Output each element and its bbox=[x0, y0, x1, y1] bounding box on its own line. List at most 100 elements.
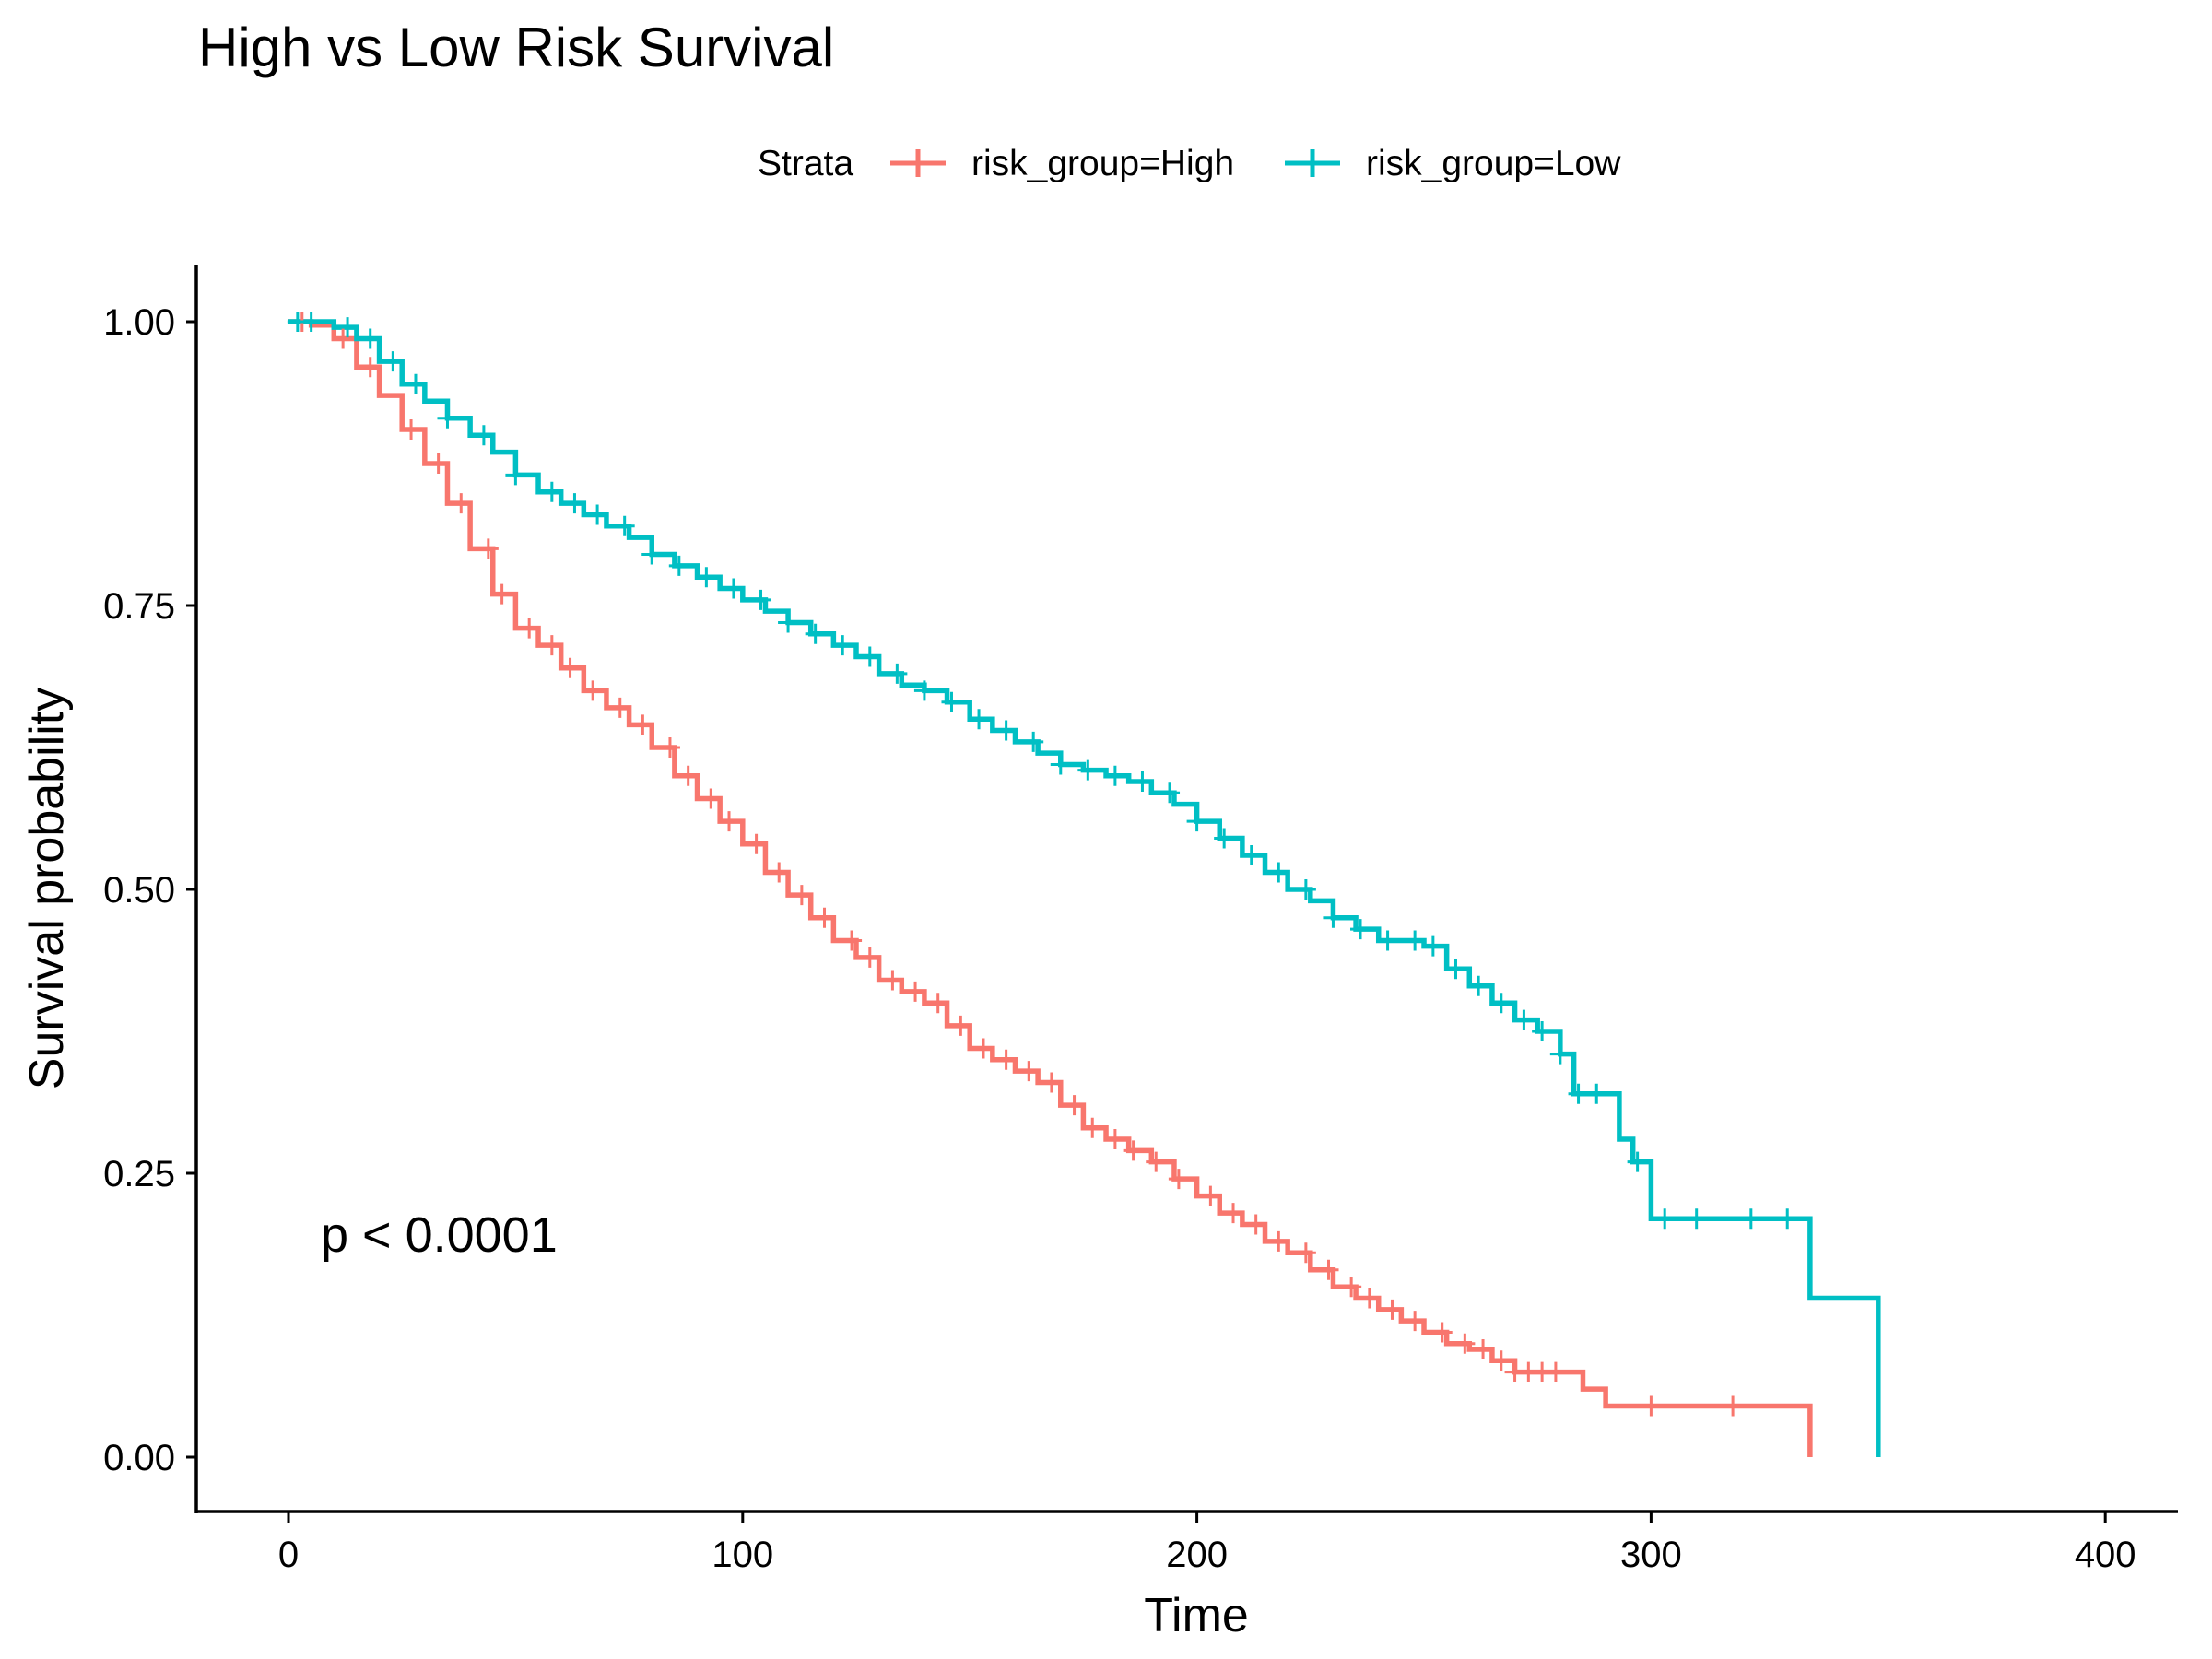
censor-mark-high bbox=[677, 765, 699, 786]
censor-mark-low bbox=[1654, 1208, 1676, 1230]
x-tick-label: 400 bbox=[2075, 1535, 2136, 1575]
censor-mark-low bbox=[1568, 1083, 1589, 1104]
censor-mark-low bbox=[969, 709, 990, 730]
axes: 0.00 0.25 0.50 0.75 1.00 0 100 200 300 400 bbox=[103, 265, 2178, 1575]
censor-mark-low bbox=[1268, 862, 1289, 883]
chart-title: High vs Low Risk Survival bbox=[198, 17, 834, 78]
censor-mark-low bbox=[832, 635, 853, 656]
censor-mark-high bbox=[882, 970, 903, 991]
censor-mark-high bbox=[1454, 1333, 1476, 1354]
x-tick-label: 300 bbox=[1620, 1535, 1682, 1575]
censor-mark-high bbox=[477, 538, 499, 559]
censor-mark-low bbox=[805, 623, 826, 644]
censor-mark-high bbox=[1341, 1277, 1362, 1298]
censor-mark-low bbox=[1214, 828, 1235, 849]
censor-mark-high bbox=[1123, 1140, 1144, 1161]
legend-label-low: risk_group=Low bbox=[1366, 144, 1621, 183]
survival-curve-high bbox=[288, 319, 1813, 1457]
censor-mark-high bbox=[1018, 1061, 1040, 1082]
legend-title: Strata bbox=[758, 144, 853, 183]
censor-mark-high bbox=[1168, 1169, 1189, 1190]
p-value-annotation: p < 0.0001 bbox=[321, 1207, 558, 1263]
censor-mark-high bbox=[451, 493, 472, 514]
censor-mark-low bbox=[696, 567, 717, 588]
censor-mark-high bbox=[841, 930, 863, 951]
censor-mark-low bbox=[382, 351, 404, 372]
censor-mark-low bbox=[1241, 845, 1262, 866]
censor-mark-low bbox=[995, 720, 1017, 741]
censor-mark-low bbox=[359, 328, 381, 349]
censor-mark-high bbox=[1268, 1230, 1289, 1252]
censor-mark-high bbox=[401, 419, 422, 441]
censor-mark-low bbox=[1295, 879, 1316, 900]
censor-mark-high bbox=[428, 453, 449, 474]
censor-mark-low bbox=[505, 465, 526, 486]
censor-mark-low bbox=[750, 589, 771, 610]
censor-mark-high bbox=[541, 635, 562, 656]
x-axis-title: Time bbox=[1144, 1589, 1249, 1642]
censor-mark-low bbox=[1549, 1043, 1571, 1065]
censor-mark-high bbox=[1723, 1395, 1744, 1417]
censor-mark-high bbox=[950, 1015, 971, 1036]
censor-mark-high bbox=[1431, 1322, 1453, 1343]
y-tick-label: 0.75 bbox=[103, 586, 175, 627]
legend-key-low bbox=[1285, 149, 1340, 177]
censor-mark-high bbox=[359, 357, 381, 378]
censor-mark-high bbox=[700, 788, 722, 809]
survival-curve-low bbox=[288, 319, 1881, 1457]
censor-mark-high bbox=[659, 737, 680, 758]
censor-mark-low bbox=[1468, 975, 1489, 996]
censor-mark-low bbox=[541, 481, 562, 502]
y-tick-label: 1.00 bbox=[103, 302, 175, 343]
censor-mark-high bbox=[791, 885, 812, 906]
censor-mark-high bbox=[859, 947, 880, 968]
censor-mark-low bbox=[641, 544, 663, 565]
censor-mark-high bbox=[632, 714, 653, 735]
censor-mark-low bbox=[1586, 1083, 1607, 1104]
censor-mark-high bbox=[1545, 1361, 1566, 1382]
censor-mark-low bbox=[778, 612, 799, 633]
censor-mark-high bbox=[1223, 1203, 1244, 1224]
censor-mark-low bbox=[337, 317, 359, 338]
censor-mark-high bbox=[1104, 1129, 1125, 1150]
censor-mark-high bbox=[1064, 1095, 1085, 1116]
censor-mark-low bbox=[1422, 935, 1443, 957]
x-tick-label: 0 bbox=[278, 1535, 299, 1575]
censor-mark-high bbox=[1490, 1350, 1512, 1371]
censor-mark-high bbox=[491, 583, 512, 605]
censor-mark-low bbox=[1377, 930, 1398, 951]
censor-mark-low bbox=[1627, 1151, 1648, 1172]
censor-mark-high bbox=[559, 657, 581, 678]
y-tick-label: 0.25 bbox=[103, 1154, 175, 1194]
censor-mark-high bbox=[609, 697, 630, 718]
censor-mark-low bbox=[300, 312, 322, 332]
censor-mark-low bbox=[1104, 765, 1125, 786]
x-tick-label: 100 bbox=[712, 1535, 773, 1575]
censor-mark-high bbox=[719, 811, 740, 832]
censor-mark-low bbox=[1777, 1208, 1798, 1230]
censor-mark-high bbox=[769, 862, 790, 883]
censor-mark-low bbox=[941, 691, 962, 712]
censor-mark-low bbox=[1050, 754, 1071, 775]
censor-mark-high bbox=[1295, 1242, 1316, 1264]
censor-mark-high bbox=[1318, 1259, 1339, 1280]
y-tick-label: 0.50 bbox=[103, 870, 175, 911]
y-axis-title: Survival probability bbox=[20, 688, 74, 1089]
censor-mark-high bbox=[519, 618, 540, 639]
censor-mark-low bbox=[1323, 907, 1344, 928]
censor-mark-high bbox=[1641, 1395, 1662, 1417]
censor-mark-low bbox=[1513, 1009, 1535, 1030]
censor-mark-high bbox=[1146, 1151, 1167, 1172]
censor-mark-low bbox=[859, 646, 880, 667]
censor-mark-low bbox=[1532, 1021, 1553, 1041]
censor-mark-high bbox=[1200, 1185, 1221, 1206]
censor-mark-high bbox=[1359, 1288, 1380, 1309]
censor-mark-high bbox=[1082, 1117, 1103, 1138]
plot-area bbox=[287, 312, 1881, 1457]
censor-mark-high bbox=[582, 680, 604, 701]
censor-mark-low bbox=[1405, 930, 1426, 951]
censor-mark-low bbox=[473, 425, 494, 446]
censor-mark-low bbox=[723, 578, 744, 599]
censor-mark-low bbox=[564, 493, 585, 514]
